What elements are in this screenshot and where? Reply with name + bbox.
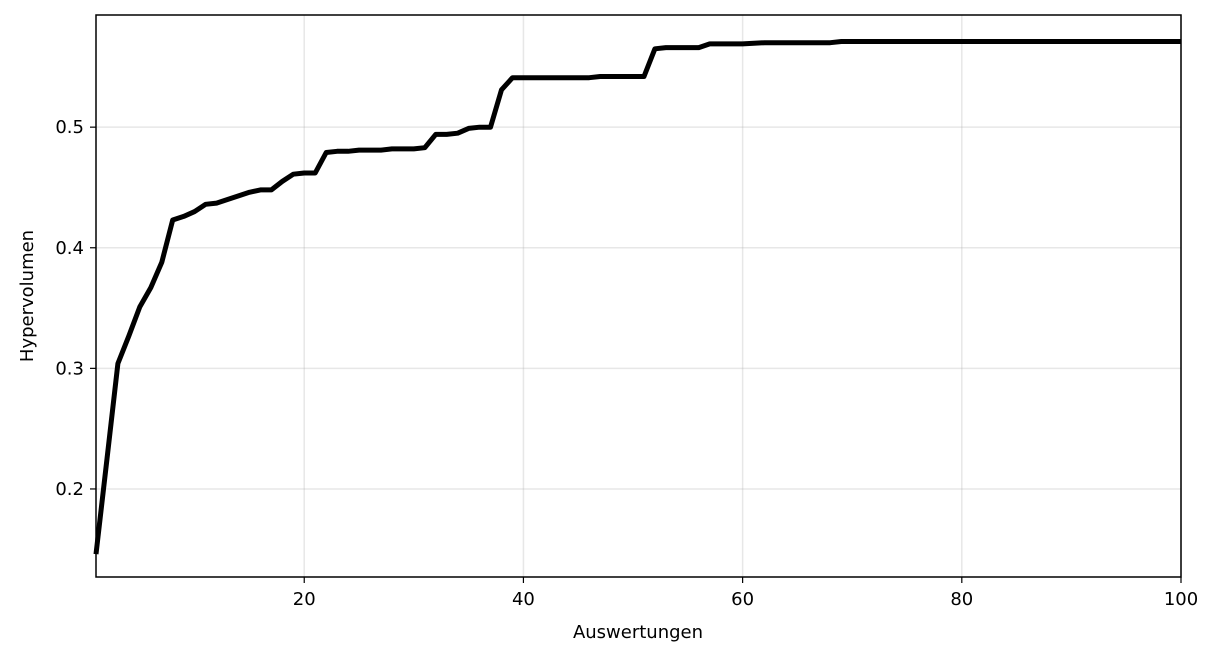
x-tick-label: 100 xyxy=(1164,589,1198,610)
x-tick-label: 40 xyxy=(512,589,535,610)
series-layer xyxy=(93,39,1181,555)
y-tick-label: 0.5 xyxy=(55,117,84,138)
y-axis: 0.2 0.3 0.4 0.5 xyxy=(55,117,96,500)
x-tick-label: 20 xyxy=(293,589,316,610)
grid xyxy=(96,15,1182,577)
y-tick-label: 0.2 xyxy=(55,479,84,500)
x-tick-label: 80 xyxy=(950,589,973,610)
x-tick-label: 60 xyxy=(731,589,754,610)
plot-frame xyxy=(95,14,1182,578)
x-axis-label: Auswertungen xyxy=(573,622,703,643)
y-tick-label: 0.4 xyxy=(55,238,84,259)
y-tick-label: 0.3 xyxy=(55,358,84,379)
series-line xyxy=(93,39,1181,555)
x-axis: 20 40 60 80 100 xyxy=(293,577,1198,610)
y-axis-label: Hypervolumen xyxy=(17,230,38,362)
